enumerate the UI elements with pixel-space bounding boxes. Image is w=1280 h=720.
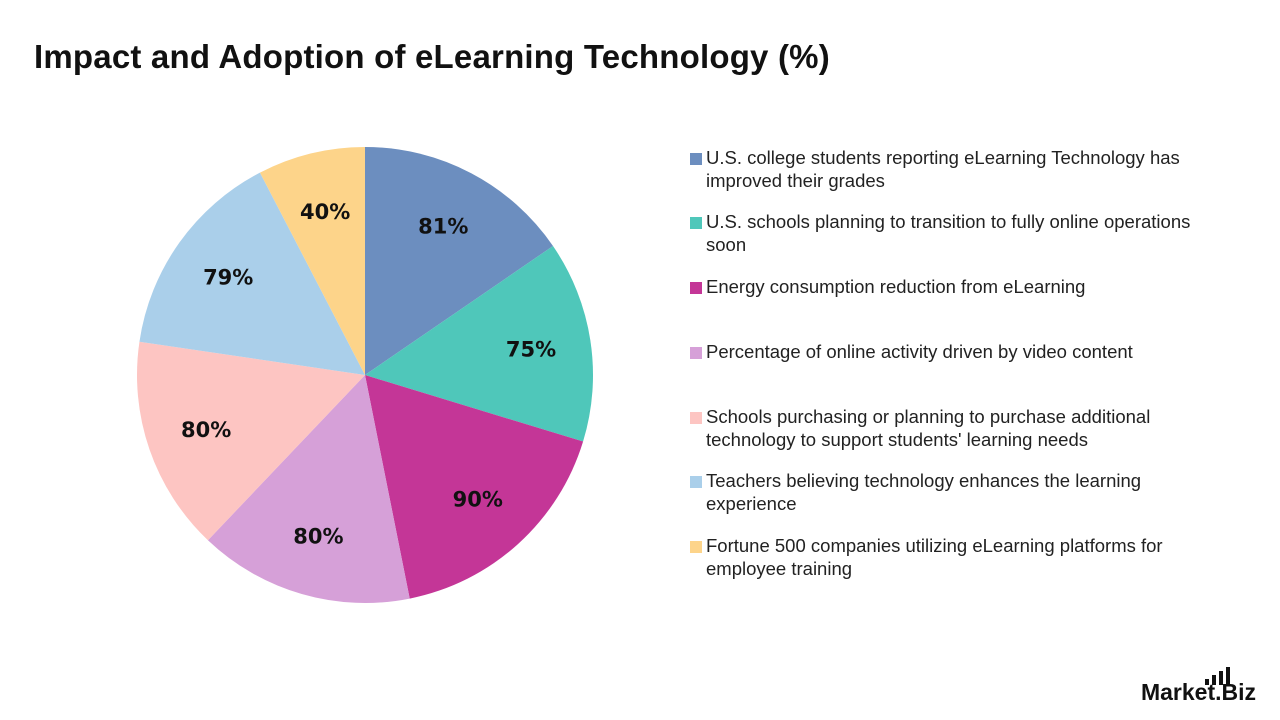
legend-swatch: [690, 217, 702, 229]
slice-data-label: 40%: [300, 200, 350, 224]
pie-slice-3: [365, 375, 584, 599]
slice-data-label: 80%: [181, 418, 231, 442]
legend-label: Energy consumption reduction from eLearn…: [706, 276, 1086, 297]
legend-label: Percentage of online activity driven by …: [706, 341, 1133, 362]
pie-slice-6: [139, 172, 365, 375]
pie-slice-7: [259, 147, 365, 375]
legend-label: U.S. schools planning to transition to f…: [706, 211, 1191, 255]
legend-label: Schools purchasing or planning to purcha…: [706, 406, 1151, 450]
pie-slice-4: [207, 375, 410, 603]
slice-data-label: 80%: [293, 524, 343, 548]
slice-data-label: 90%: [453, 488, 503, 512]
pie-slice-5: [136, 341, 365, 541]
legend-swatch: [690, 153, 702, 165]
legend-label: Teachers believing technology enhances t…: [706, 470, 1142, 514]
legend-label: U.S. college students reporting eLearnin…: [706, 147, 1180, 191]
legend-swatch: [690, 347, 702, 359]
legend-swatch: [690, 476, 702, 488]
brand-name: Market.Biz: [1140, 679, 1256, 705]
slice-data-label: 75%: [506, 337, 556, 361]
chart-legend: U.S. college students reporting eLearnin…: [690, 0, 1230, 600]
pie-chart: 81% 75% 90% 80% 80% 79% 40%: [136, 147, 593, 603]
chart-title: Impact and Adoption of eLearning Technol…: [34, 38, 830, 75]
slice-data-label: 79%: [203, 265, 253, 289]
brand-logo: Market.Biz: [1140, 667, 1256, 705]
pie-slice-2: [365, 245, 593, 442]
pie-slice-1: [365, 147, 553, 375]
signal-bars-icon: [1204, 667, 1230, 685]
legend-swatch: [690, 541, 702, 553]
slice-data-label: 81%: [418, 214, 468, 238]
legend-swatch: [690, 282, 702, 294]
legend-label: Fortune 500 companies utilizing eLearnin…: [706, 535, 1163, 579]
legend-swatch: [690, 412, 702, 424]
